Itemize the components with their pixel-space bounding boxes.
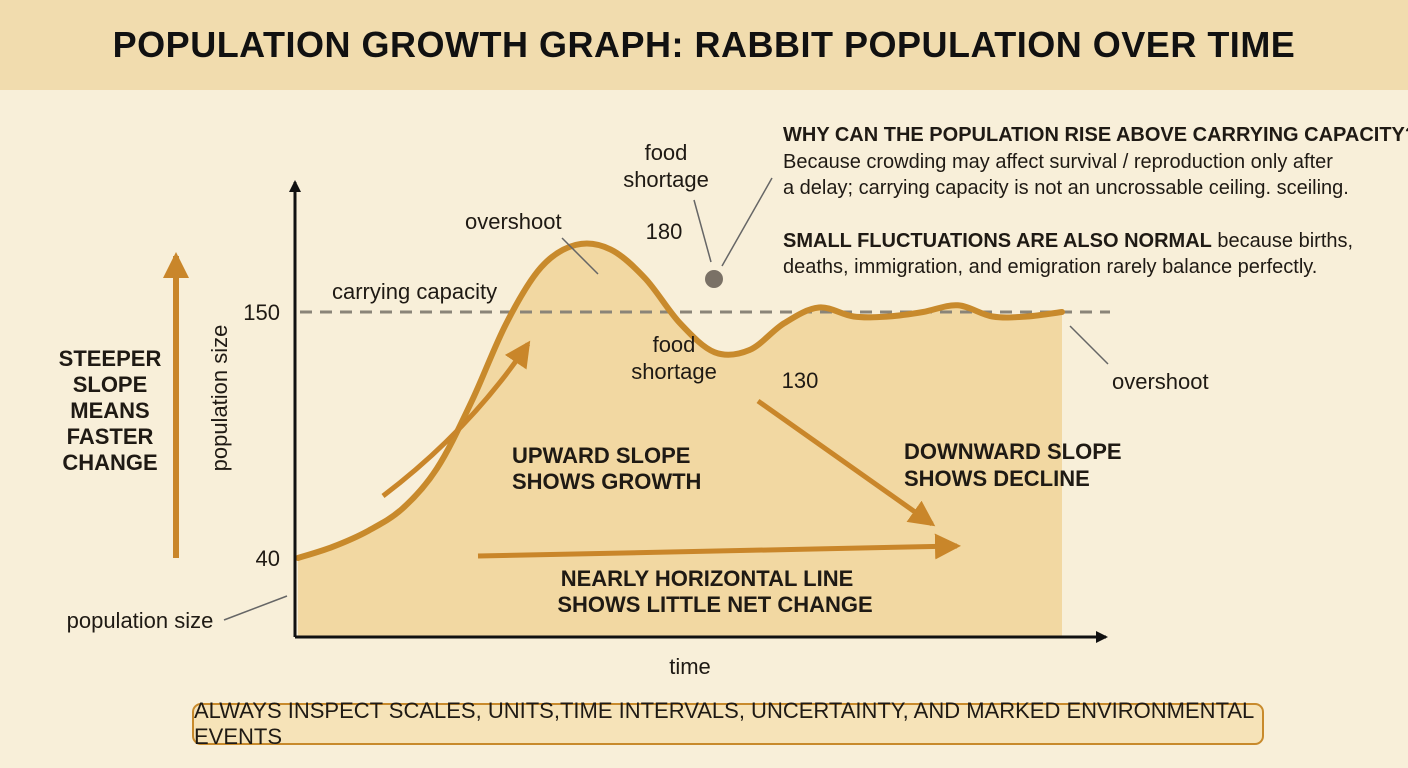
y-tick-label-40: 40 bbox=[256, 546, 280, 571]
overshoot-label-top: overshoot bbox=[465, 209, 562, 234]
food-shortage-leader-right bbox=[721, 177, 773, 267]
fluctuation-line1: SMALL FLUCTUATIONS ARE ALSO NORMAL becau… bbox=[783, 230, 1353, 252]
callout-answer-line1: Because crowding may affect survival / r… bbox=[783, 151, 1333, 173]
growth-arrow bbox=[381, 340, 531, 498]
peak-value-label: 180 bbox=[646, 219, 683, 244]
overshoot-leader-top bbox=[561, 237, 599, 275]
horizontal-text-2: SHOWS LITTLE NET CHANGE bbox=[557, 592, 872, 617]
upward-slope-text-2: SHOWS GROWTH bbox=[512, 469, 701, 494]
population-area bbox=[298, 243, 1062, 637]
overshoot-label-right: overshoot bbox=[1112, 369, 1209, 394]
food-shortage-leader-left bbox=[693, 199, 712, 263]
steeper-text-5: CHANGE bbox=[62, 450, 157, 475]
header-bar: POPULATION GROWTH GRAPH: RABBIT POPULATI… bbox=[0, 0, 1408, 90]
trough-value-label: 130 bbox=[782, 368, 819, 393]
downward-slope-text-1: DOWNWARD SLOPE bbox=[904, 439, 1122, 464]
horizontal-arrow bbox=[477, 533, 961, 560]
y-axis-label: population size bbox=[207, 325, 232, 472]
downward-slope-text-2: SHOWS DECLINE bbox=[904, 466, 1090, 491]
carrying-capacity-label: carrying capacity bbox=[332, 279, 497, 304]
y-tick-label-150: 150 bbox=[243, 300, 280, 325]
food-shortage-top-line2: shortage bbox=[623, 167, 709, 192]
steeper-text-3: MEANS bbox=[70, 398, 149, 423]
callout-question: WHY CAN THE POPULATION RISE ABOVE CARRYI… bbox=[783, 124, 1408, 146]
steeper-text-4: FASTER bbox=[67, 424, 154, 449]
overshoot-leader-right bbox=[1069, 325, 1109, 365]
decline-arrow bbox=[756, 398, 936, 527]
fluctuation-line2: deaths, immigration, and emigration rare… bbox=[783, 256, 1317, 278]
food-shortage-top-line1: food bbox=[645, 140, 688, 165]
fluctuation-rest: because births, bbox=[1212, 230, 1353, 252]
population-curve bbox=[295, 240, 1065, 561]
steeper-text-1: STEEPER bbox=[59, 346, 162, 371]
x-axis-label: time bbox=[669, 654, 711, 679]
population-size-leader bbox=[223, 595, 288, 621]
page-title: POPULATION GROWTH GRAPH: RABBIT POPULATI… bbox=[112, 24, 1296, 65]
fluctuation-bold: SMALL FLUCTUATIONS ARE ALSO NORMAL bbox=[783, 230, 1212, 252]
upward-slope-text-1: UPWARD SLOPE bbox=[512, 443, 690, 468]
food-shortage-bottom-line2: shortage bbox=[631, 359, 717, 384]
horizontal-text-1: NEARLY HORIZONTAL LINE bbox=[561, 566, 854, 591]
food-shortage-bottom-line1: food bbox=[653, 332, 696, 357]
food-shortage-event-marker bbox=[705, 270, 723, 288]
callout-answer-line2: a delay; carrying capacity is not an unc… bbox=[783, 177, 1349, 199]
population-size-label: population size bbox=[67, 608, 214, 633]
steeper-text-2: SLOPE bbox=[73, 372, 148, 397]
footer-note: ALWAYS INSPECT SCALES, UNITS,TIME INTERV… bbox=[192, 698, 1264, 749]
